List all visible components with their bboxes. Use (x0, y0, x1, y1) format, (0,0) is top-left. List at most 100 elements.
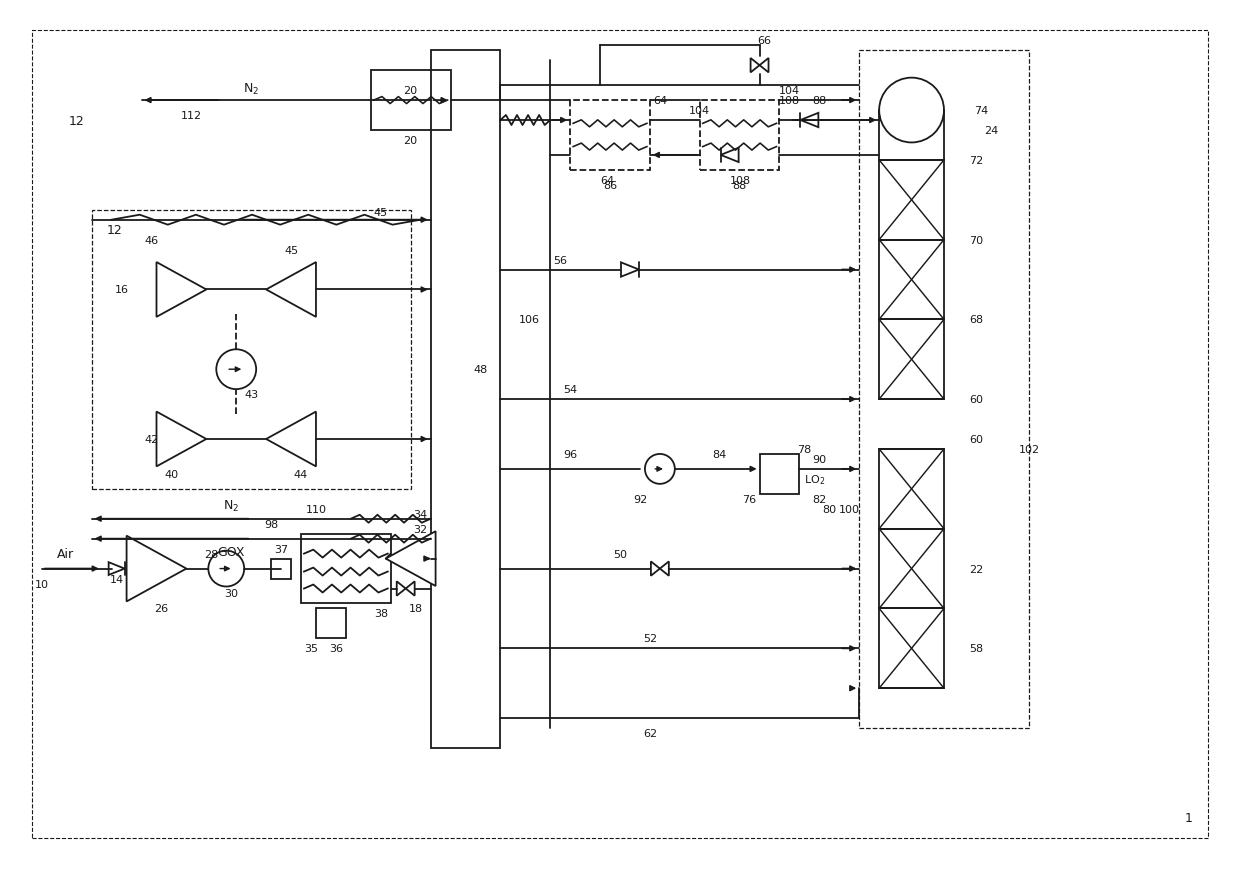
Bar (301, 534, 391, 604)
Text: 45: 45 (373, 208, 388, 217)
Text: 106: 106 (520, 315, 541, 325)
Text: 16: 16 (114, 285, 129, 295)
Text: 12: 12 (69, 115, 84, 128)
Bar (879, 241, 944, 320)
Text: GOX: GOX (217, 546, 246, 559)
Text: 22: 22 (968, 564, 983, 574)
Polygon shape (801, 114, 818, 128)
Bar (316, 609, 346, 639)
Text: 24: 24 (983, 126, 998, 136)
Polygon shape (651, 561, 660, 576)
Text: 92: 92 (632, 494, 647, 504)
Polygon shape (660, 561, 668, 576)
Text: 78: 78 (797, 444, 811, 454)
Text: 54: 54 (563, 385, 578, 395)
Text: 70: 70 (968, 235, 983, 245)
Text: Air: Air (57, 547, 74, 561)
Text: 52: 52 (642, 634, 657, 644)
Polygon shape (386, 532, 435, 587)
Bar (371, 71, 450, 131)
Bar (570, 101, 650, 170)
Text: 48: 48 (474, 365, 487, 375)
Text: 60: 60 (968, 395, 983, 405)
Text: 60: 60 (968, 434, 983, 444)
Text: 44: 44 (294, 469, 309, 480)
Polygon shape (405, 581, 414, 596)
Circle shape (208, 551, 244, 587)
Text: 66: 66 (758, 36, 771, 46)
Polygon shape (156, 412, 206, 467)
Text: 80: 80 (822, 504, 837, 514)
Text: 84: 84 (713, 449, 727, 460)
Polygon shape (267, 412, 316, 467)
Text: 35: 35 (304, 644, 317, 653)
Text: 28: 28 (205, 549, 218, 559)
Text: 20: 20 (403, 86, 418, 96)
Text: 26: 26 (155, 604, 169, 614)
Bar (879, 449, 944, 529)
Text: 74: 74 (973, 106, 988, 116)
Bar (879, 161, 944, 241)
Polygon shape (760, 59, 769, 73)
Text: 32: 32 (414, 524, 428, 534)
Text: 62: 62 (642, 728, 657, 738)
Text: 100: 100 (838, 504, 859, 514)
Text: 46: 46 (144, 235, 159, 245)
Text: 104: 104 (689, 106, 711, 116)
Text: 98: 98 (264, 519, 278, 529)
Text: 68: 68 (968, 315, 983, 325)
Text: 12: 12 (107, 224, 123, 237)
Text: 108: 108 (779, 96, 800, 106)
Text: 14: 14 (109, 574, 124, 584)
Text: 108: 108 (729, 176, 750, 186)
Text: 1: 1 (1184, 812, 1192, 825)
Bar (760, 454, 800, 494)
Text: 64: 64 (652, 96, 667, 106)
Bar (879, 320, 944, 400)
Text: 18: 18 (409, 604, 423, 614)
Circle shape (216, 350, 257, 389)
Text: 90: 90 (812, 454, 826, 464)
Circle shape (645, 454, 675, 484)
Bar (879, 529, 944, 609)
Polygon shape (109, 562, 124, 575)
Text: 76: 76 (743, 494, 756, 504)
Text: LO$_2$: LO$_2$ (804, 473, 825, 486)
Text: 50: 50 (613, 549, 627, 559)
Text: 37: 37 (274, 544, 288, 554)
Text: 102: 102 (1019, 444, 1040, 454)
Text: 58: 58 (968, 644, 983, 653)
Text: 43: 43 (244, 389, 258, 400)
Bar (699, 101, 780, 170)
Text: N$_2$: N$_2$ (243, 82, 259, 96)
Polygon shape (720, 149, 739, 163)
Text: 96: 96 (563, 449, 578, 460)
Polygon shape (156, 262, 206, 317)
Polygon shape (750, 59, 760, 73)
Text: 38: 38 (373, 608, 388, 619)
Text: 42: 42 (144, 434, 159, 444)
Text: 72: 72 (968, 156, 983, 166)
Text: 104: 104 (779, 86, 800, 96)
Bar (92, 210, 410, 489)
Text: 64: 64 (600, 176, 614, 186)
Polygon shape (397, 581, 405, 596)
Text: N$_2$: N$_2$ (223, 499, 239, 514)
Text: 40: 40 (165, 469, 179, 480)
Text: 10: 10 (35, 579, 48, 589)
Text: 34: 34 (414, 509, 428, 519)
Polygon shape (126, 536, 186, 601)
Text: 88: 88 (733, 181, 746, 190)
Polygon shape (267, 262, 316, 317)
Bar (879, 609, 944, 688)
Text: 88: 88 (812, 96, 827, 106)
Bar (272, 559, 291, 579)
Text: 110: 110 (305, 504, 326, 514)
Text: 56: 56 (553, 255, 567, 265)
Text: 45: 45 (284, 245, 298, 255)
Text: 36: 36 (329, 644, 343, 653)
Text: 112: 112 (181, 111, 202, 121)
Text: 86: 86 (603, 181, 618, 190)
Polygon shape (621, 263, 639, 277)
Text: 30: 30 (224, 589, 238, 599)
